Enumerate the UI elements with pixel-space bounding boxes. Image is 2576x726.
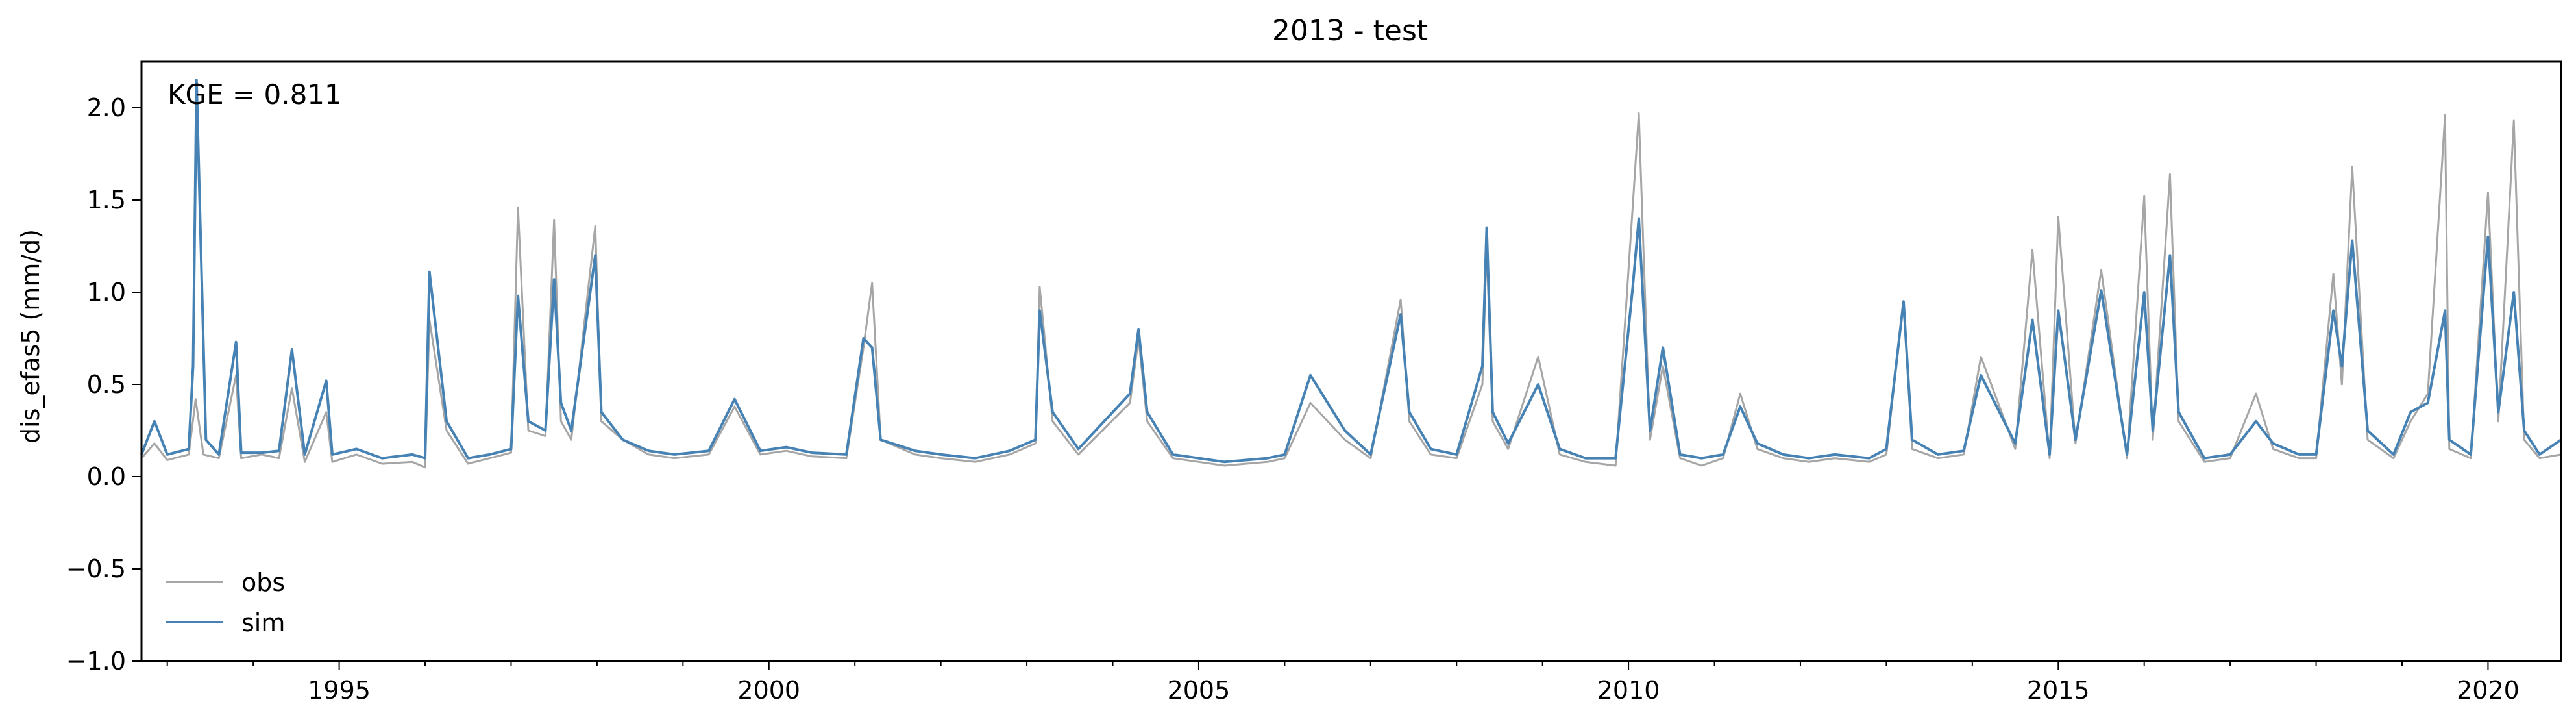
x-tick-label: 2020 [2457, 676, 2520, 705]
x-axis: 1995 2000 2005 2010 2015 2020 [166, 661, 2520, 705]
y-axis: −1.0 −0.5 0.0 0.5 1.0 1.5 2.0 [66, 94, 141, 675]
legend: obs sim [166, 568, 285, 637]
y-tick-label: 0.5 [87, 370, 126, 399]
y-tick-label: 1.5 [87, 186, 126, 214]
series-line-obs [140, 112, 2562, 469]
legend-sim-label: sim [241, 608, 285, 637]
plot-area-frame [140, 60, 2562, 662]
x-tick-label: 2000 [737, 676, 800, 705]
y-tick-label: −0.5 [66, 555, 126, 583]
legend-obs-label: obs [241, 568, 285, 597]
series-line-sim [140, 79, 2562, 464]
y-tick-label: 1.0 [87, 278, 126, 307]
chart-title: 2013 - test [1272, 14, 1428, 47]
kge-annotation: KGE = 0.811 [167, 79, 342, 110]
y-tick-label: −1.0 [66, 647, 126, 675]
y-tick-label: 0.0 [87, 462, 126, 491]
x-tick-label: 2015 [2027, 676, 2090, 705]
series-layer [140, 79, 2562, 469]
y-axis-label: dis_efas5 (mm/d) [16, 229, 45, 444]
x-tick-label: 2010 [1597, 676, 1660, 705]
x-tick-label: 1995 [308, 676, 371, 705]
x-tick-label: 2005 [1168, 676, 1231, 705]
y-tick-label: 2.0 [87, 94, 126, 122]
